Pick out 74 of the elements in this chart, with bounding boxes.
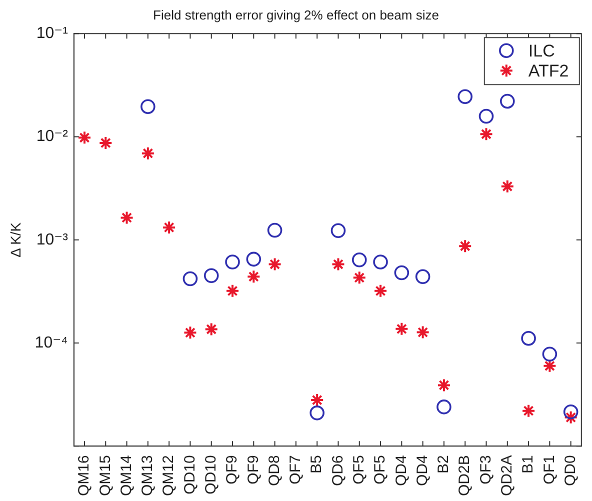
x-tick-label: QD10 (181, 455, 198, 494)
x-tick-label: QF9 (244, 455, 262, 484)
point (394, 322, 409, 336)
x-tick-label: QM15 (96, 455, 114, 496)
point (522, 404, 536, 418)
point (330, 223, 346, 238)
x-tick-label: QF5 (350, 455, 368, 484)
x-tick-label: QF7 (287, 455, 304, 484)
point (162, 220, 176, 234)
y-tick-label: 10⁻² (36, 128, 69, 146)
point (542, 346, 558, 362)
point (77, 130, 92, 145)
x-tick-label: QD4 (392, 455, 410, 486)
x-tick-label: QF5 (372, 455, 389, 484)
x-tick-label: QM12 (160, 455, 178, 496)
legend-label: ILC (528, 41, 555, 60)
point (204, 322, 218, 336)
chart-title: Field strength error giving 2% effect on beam size (153, 7, 439, 22)
x-tick-label: QD8 (266, 455, 283, 486)
point (267, 222, 282, 238)
point (416, 325, 430, 340)
point (331, 257, 346, 272)
x-tick-label: QD10 (202, 455, 220, 494)
x-tick-label: B2 (435, 455, 452, 474)
point (458, 239, 472, 254)
x-tick-label: QF1 (540, 455, 558, 484)
point (394, 265, 410, 280)
point (436, 378, 451, 392)
x-tick-label: QD6 (329, 455, 346, 486)
point (563, 404, 578, 420)
point (478, 108, 494, 124)
point (182, 271, 198, 286)
point (352, 252, 367, 268)
point (415, 269, 430, 284)
x-tick-label: QF9 (224, 455, 241, 484)
point (183, 326, 198, 340)
point (98, 136, 113, 150)
point (521, 330, 536, 346)
point (373, 254, 388, 270)
point (310, 393, 324, 408)
point (352, 270, 366, 285)
point (500, 94, 515, 109)
point (479, 127, 494, 142)
x-tick-label: QD0 (562, 455, 579, 486)
point (310, 406, 324, 420)
x-tick-label: QD4 (414, 455, 431, 486)
point (564, 410, 578, 424)
point (246, 270, 261, 284)
x-tick-label: QD2A (498, 455, 516, 496)
x-tick-label: B1 (520, 455, 537, 474)
legend-label: ATF2 (528, 61, 569, 80)
y-axis-title: Δ K/K (7, 222, 24, 258)
point (204, 268, 219, 284)
point (226, 284, 240, 298)
point (225, 254, 240, 270)
y-tick-label: 10⁻⁴ (34, 334, 68, 352)
x-tick-label: B5 (308, 455, 326, 474)
x-tick-label: QM16 (76, 455, 93, 496)
x-tick-label: QD2B (456, 455, 474, 496)
point (268, 257, 282, 272)
x-tick-label: QM13 (139, 455, 156, 496)
x-tick-label: QM14 (118, 455, 135, 496)
point (542, 358, 557, 373)
point (458, 89, 472, 104)
point (436, 400, 452, 414)
point (374, 284, 388, 298)
point (500, 179, 514, 194)
point (120, 210, 134, 225)
y-tick-label: 10⁻¹ (36, 25, 68, 42)
point (140, 146, 155, 160)
point (140, 99, 156, 114)
point (246, 252, 262, 267)
y-tick-label: 10⁻³ (36, 231, 69, 248)
x-tick-label: QF3 (477, 455, 494, 484)
